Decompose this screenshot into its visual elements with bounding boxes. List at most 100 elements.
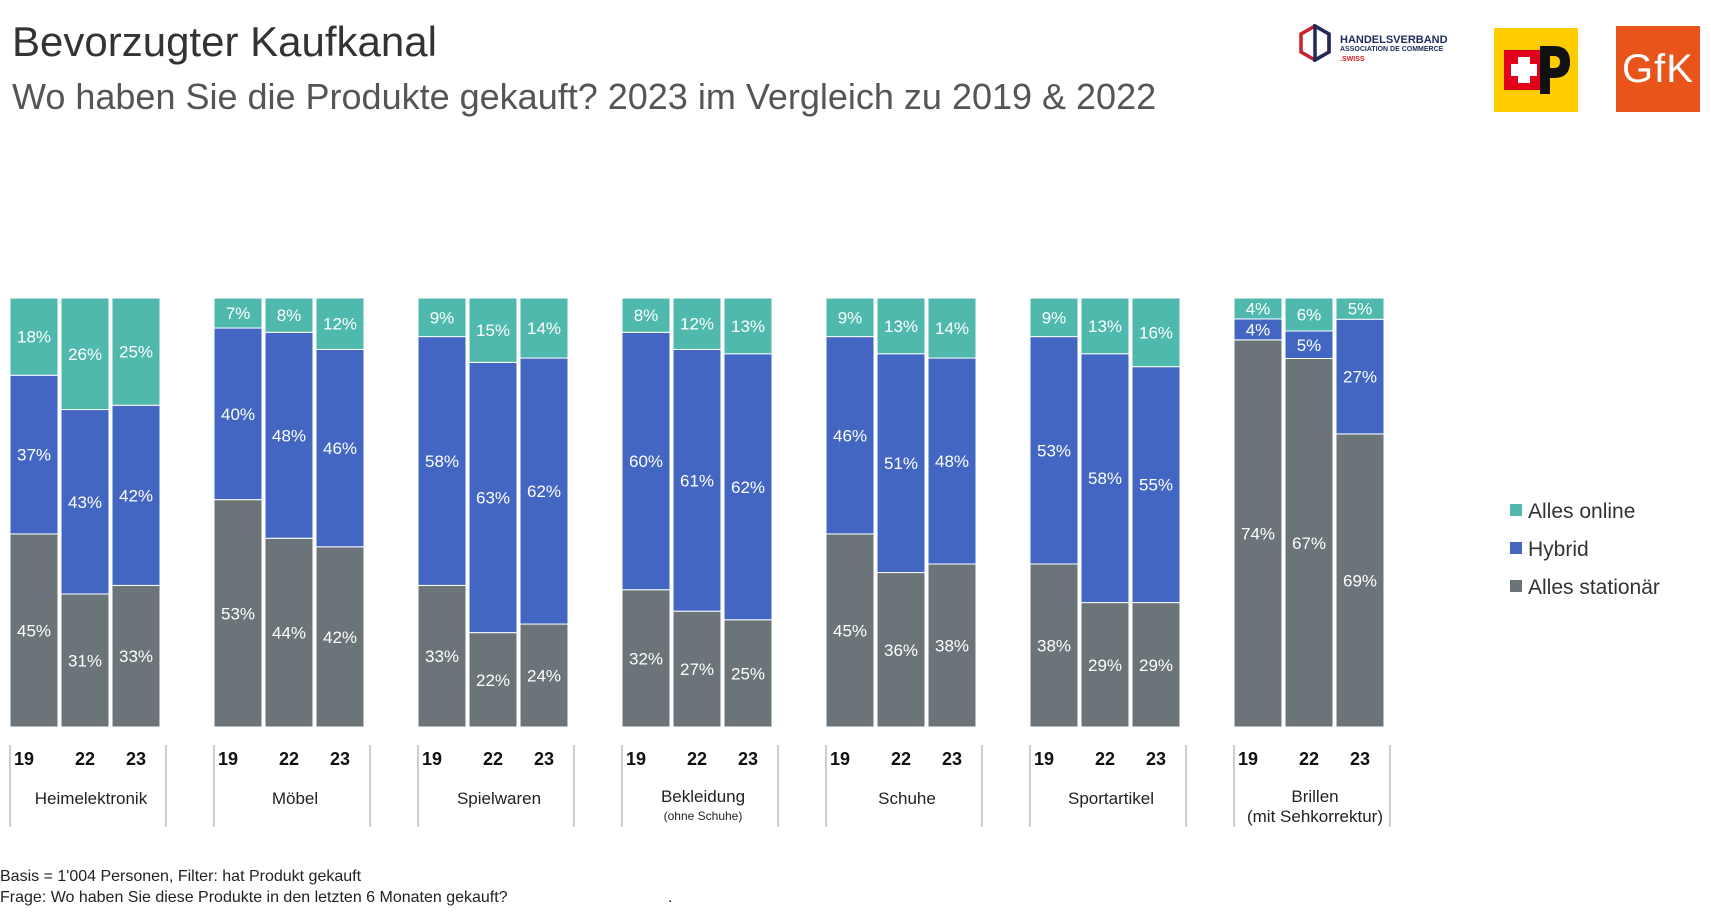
bar-segment-m-bel-22-hybrid [264, 331, 314, 539]
data-label-sportartikel-23-hybrid: 55% [1139, 476, 1173, 495]
data-label-spielwaren-22-hybrid: 63% [476, 488, 510, 507]
data-label-brillen-22-stationaer: 67% [1292, 534, 1326, 553]
category-label-bekleidung: Bekleidung [661, 787, 745, 806]
year-label-schuhe-23: 23 [942, 749, 962, 769]
gfk-logo: GfK [1616, 26, 1700, 112]
bar-segment-sportartikel-22-stationaer [1080, 602, 1130, 728]
data-label-m-bel-23-online: 12% [323, 315, 357, 334]
data-label-heimelektronik-22-online: 26% [68, 345, 102, 364]
data-label-brillen-23-online: 5% [1348, 300, 1373, 319]
data-label-heimelektronik-19-stationaer: 45% [17, 621, 51, 640]
data-label-spielwaren-23-online: 14% [527, 319, 561, 338]
bar-segment-spielwaren-19-hybrid [417, 336, 467, 586]
year-label-spielwaren-19: 19 [422, 749, 442, 769]
data-label-brillen-19-hybrid: 4% [1246, 320, 1271, 339]
category-sublabel-bekleidung: (ohne Schuhe) [664, 809, 743, 823]
bar-segment-heimelektronik-19-stationaer [9, 533, 59, 728]
bar-segment-spielwaren-23-online [519, 297, 569, 359]
year-label-sportartikel-19: 19 [1034, 749, 1054, 769]
year-label-heimelektronik-23: 23 [126, 749, 146, 769]
legend-label-hybrid: Hybrid [1528, 538, 1589, 561]
bar-segment-brillen-23-stationaer [1335, 433, 1385, 728]
bar-segment-heimelektronik-22-stationaer [60, 593, 110, 728]
data-label-sportartikel-22-stationaer: 29% [1088, 656, 1122, 675]
data-label-sportartikel-23-online: 16% [1139, 323, 1173, 342]
bar-segment-m-bel-22-online [264, 297, 314, 333]
bar-segment-brillen-23-hybrid [1335, 318, 1385, 435]
data-label-brillen-23-stationaer: 69% [1343, 571, 1377, 590]
bar-segment-schuhe-22-online [876, 297, 926, 355]
bar-segment-sportartikel-23-hybrid [1131, 366, 1181, 604]
bar-segment-schuhe-23-hybrid [927, 357, 977, 565]
data-label-heimelektronik-22-stationaer: 31% [68, 652, 102, 671]
data-label-bekleidung-19-online: 8% [634, 306, 659, 325]
legend-swatch-hybrid [1510, 542, 1522, 554]
bar-segment-schuhe-23-stationaer [927, 563, 977, 728]
data-label-m-bel-23-hybrid: 46% [323, 439, 357, 458]
bar-segment-heimelektronik-23-online [111, 297, 161, 406]
bar-segment-brillen-22-online [1284, 297, 1334, 332]
data-label-heimelektronik-19-hybrid: 37% [17, 446, 51, 465]
year-label-schuhe-19: 19 [830, 749, 850, 769]
bar-segment-brillen-19-stationaer [1233, 339, 1283, 728]
category-label-schuhe: Schuhe [878, 789, 936, 808]
bar-segment-schuhe-19-online [825, 297, 875, 338]
data-label-spielwaren-23-stationaer: 24% [527, 667, 561, 686]
footnote-basis: Basis = 1'004 Personen, Filter: hat Prod… [0, 868, 362, 885]
data-label-m-bel-22-stationaer: 44% [272, 624, 306, 643]
handelsverband-subline: ASSOCIATION DE COMMERCE [1340, 46, 1444, 53]
data-label-schuhe-22-online: 13% [884, 317, 918, 336]
data-label-m-bel-22-hybrid: 48% [272, 426, 306, 445]
handelsverband-logo: HANDELSVERBAND ASSOCIATION DE COMMERCE .… [1296, 22, 1466, 72]
legend-swatch-online [1510, 504, 1522, 516]
year-label-m-bel-19: 19 [218, 749, 238, 769]
bar-segment-heimelektronik-19-hybrid [9, 374, 59, 535]
bar-segment-spielwaren-23-stationaer [519, 623, 569, 728]
data-label-schuhe-19-stationaer: 45% [833, 621, 867, 640]
bar-segment-m-bel-19-stationaer [213, 499, 263, 728]
data-label-schuhe-19-hybrid: 46% [833, 426, 867, 445]
bar-segment-sportartikel-22-online [1080, 297, 1130, 355]
data-label-spielwaren-22-online: 15% [476, 321, 510, 340]
bar-segment-brillen-22-hybrid [1284, 330, 1334, 359]
bar-segment-sportartikel-19-online [1029, 297, 1079, 338]
year-label-schuhe-22: 22 [891, 749, 911, 769]
hexagon-icon [1299, 24, 1331, 62]
data-label-spielwaren-19-stationaer: 33% [425, 647, 459, 666]
bar-segment-sportartikel-19-hybrid [1029, 336, 1079, 565]
data-label-brillen-19-stationaer: 74% [1241, 524, 1275, 543]
data-label-sportartikel-23-stationaer: 29% [1139, 656, 1173, 675]
data-label-m-bel-19-online: 7% [226, 304, 251, 323]
data-label-brillen-22-online: 6% [1297, 306, 1322, 325]
bar-segment-m-bel-23-hybrid [315, 348, 365, 548]
data-label-heimelektronik-22-hybrid: 43% [68, 493, 102, 512]
bar-segment-spielwaren-23-hybrid [519, 357, 569, 625]
data-label-sportartikel-19-online: 9% [1042, 308, 1067, 327]
data-label-heimelektronik-23-online: 25% [119, 343, 153, 362]
legend-swatch-stationaer [1510, 580, 1522, 592]
bar-segment-heimelektronik-22-online [60, 297, 110, 411]
bar-segment-spielwaren-19-stationaer [417, 584, 467, 728]
year-label-heimelektronik-22: 22 [75, 749, 95, 769]
data-label-m-bel-19-hybrid: 40% [221, 405, 255, 424]
bar-segment-brillen-23-online [1335, 297, 1385, 320]
bar-segment-bekleidung-23-stationaer [723, 619, 773, 728]
bar-segment-bekleidung-22-online [672, 297, 722, 350]
bar-segment-bekleidung-22-stationaer [672, 610, 722, 728]
footnote-dot: . [668, 889, 673, 906]
bar-segment-schuhe-22-hybrid [876, 353, 926, 574]
bar-segment-bekleidung-19-stationaer [621, 589, 671, 728]
bar-segment-bekleidung-22-hybrid [672, 348, 722, 612]
bar-segment-sportartikel-19-stationaer [1029, 563, 1079, 728]
chart-title: Bevorzugter Kaufkanal [12, 18, 437, 65]
data-label-bekleidung-19-stationaer: 32% [629, 649, 663, 668]
year-label-sportartikel-23: 23 [1146, 749, 1166, 769]
bar-segment-bekleidung-23-online [723, 297, 773, 355]
year-label-m-bel-23: 23 [330, 749, 350, 769]
bar-segment-bekleidung-19-online [621, 297, 671, 333]
data-label-spielwaren-23-hybrid: 62% [527, 482, 561, 501]
data-label-m-bel-19-stationaer: 53% [221, 604, 255, 623]
bar-segment-schuhe-19-hybrid [825, 336, 875, 535]
bar-segment-heimelektronik-23-stationaer [111, 584, 161, 728]
bar-segment-sportartikel-22-hybrid [1080, 353, 1130, 604]
